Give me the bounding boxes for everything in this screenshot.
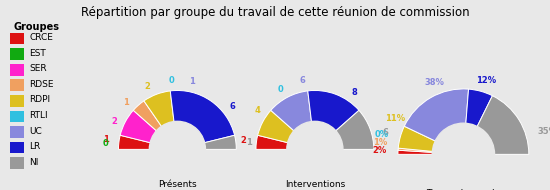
Wedge shape xyxy=(398,148,463,154)
Text: UC: UC xyxy=(30,127,42,136)
FancyBboxPatch shape xyxy=(10,95,24,107)
Wedge shape xyxy=(271,91,315,149)
Text: 1%: 1% xyxy=(373,138,387,147)
Text: 4: 4 xyxy=(254,106,260,115)
Text: 1: 1 xyxy=(189,77,195,86)
Wedge shape xyxy=(308,90,359,149)
Text: 11%: 11% xyxy=(385,114,405,123)
Text: 1: 1 xyxy=(123,98,129,107)
Wedge shape xyxy=(463,89,492,154)
Text: 1: 1 xyxy=(246,138,252,147)
Text: LR: LR xyxy=(30,142,41,151)
Wedge shape xyxy=(170,90,234,149)
Text: Groupes: Groupes xyxy=(13,22,59,32)
Text: 2: 2 xyxy=(240,136,246,145)
FancyBboxPatch shape xyxy=(10,126,24,138)
Text: SER: SER xyxy=(30,64,47,73)
Text: 6: 6 xyxy=(229,102,235,111)
FancyBboxPatch shape xyxy=(10,142,24,153)
Circle shape xyxy=(432,123,494,185)
FancyBboxPatch shape xyxy=(10,48,24,60)
Text: 8: 8 xyxy=(352,88,358,97)
FancyBboxPatch shape xyxy=(10,157,24,169)
FancyBboxPatch shape xyxy=(10,64,24,76)
Wedge shape xyxy=(256,135,315,149)
Text: 0: 0 xyxy=(168,76,174,85)
Wedge shape xyxy=(404,89,469,154)
Wedge shape xyxy=(120,110,177,149)
FancyBboxPatch shape xyxy=(10,111,24,122)
Text: 12%: 12% xyxy=(476,76,496,85)
Text: 0%: 0% xyxy=(375,130,389,139)
Text: Répartition par groupe du travail de cette réunion de commission: Répartition par groupe du travail de cet… xyxy=(81,6,469,19)
Text: Présents: Présents xyxy=(158,180,197,189)
Text: RDSE: RDSE xyxy=(30,80,54,89)
Circle shape xyxy=(287,121,343,177)
Wedge shape xyxy=(144,91,177,149)
Text: RDPI: RDPI xyxy=(30,95,51,104)
Text: 35%: 35% xyxy=(537,127,550,136)
Wedge shape xyxy=(315,110,374,149)
Text: 0: 0 xyxy=(102,139,108,148)
Wedge shape xyxy=(258,110,315,149)
Text: Temps de parole
(mots prononcés): Temps de parole (mots prononcés) xyxy=(424,189,503,190)
Text: 2%: 2% xyxy=(372,146,386,155)
Text: 2: 2 xyxy=(111,117,117,126)
Text: Interventions: Interventions xyxy=(285,180,345,189)
Text: NI: NI xyxy=(30,158,39,167)
Wedge shape xyxy=(177,135,236,149)
Text: EST: EST xyxy=(30,49,46,58)
Text: CRCE: CRCE xyxy=(30,33,53,42)
FancyBboxPatch shape xyxy=(10,79,24,91)
Text: 6: 6 xyxy=(382,128,388,137)
Text: 1: 1 xyxy=(103,135,108,144)
Text: 38%: 38% xyxy=(425,78,444,87)
Text: 6: 6 xyxy=(300,76,306,86)
Circle shape xyxy=(149,121,206,177)
Wedge shape xyxy=(133,101,177,149)
Text: 0: 0 xyxy=(277,85,283,94)
Wedge shape xyxy=(463,96,529,154)
Wedge shape xyxy=(398,150,463,154)
FancyBboxPatch shape xyxy=(10,33,24,44)
Text: 2: 2 xyxy=(144,82,150,91)
Wedge shape xyxy=(398,126,463,154)
Wedge shape xyxy=(118,135,177,149)
Text: RTLI: RTLI xyxy=(30,111,48,120)
